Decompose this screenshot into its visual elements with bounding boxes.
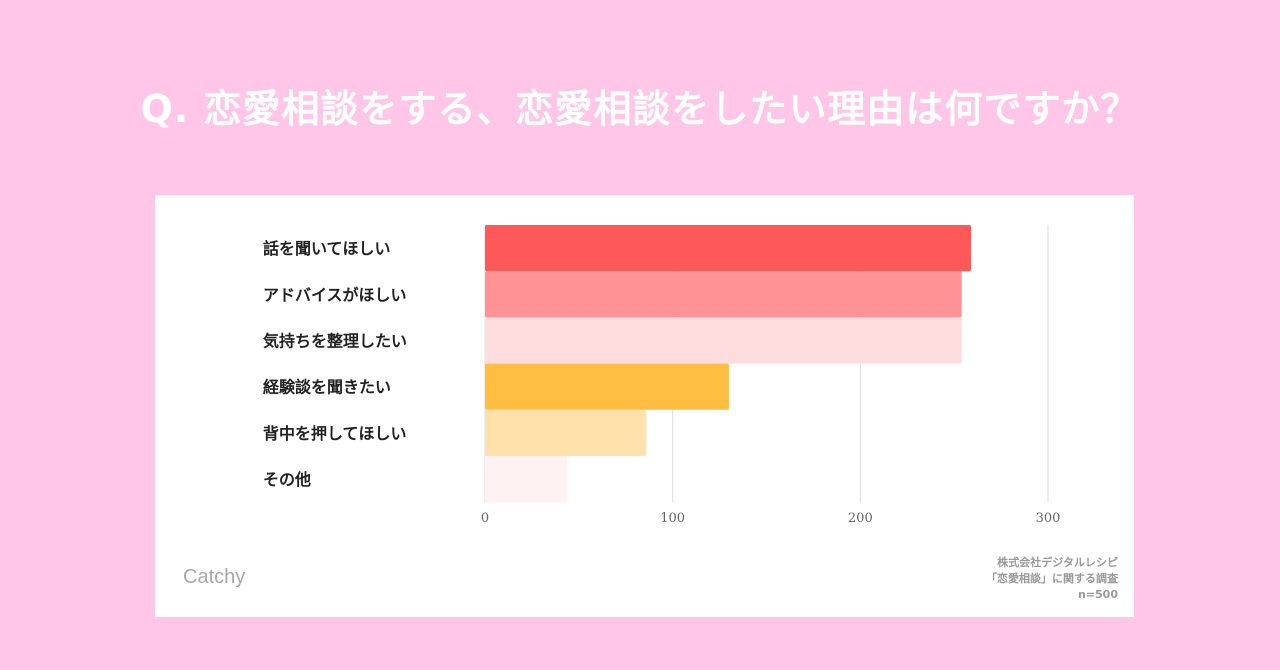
x-tick-label: 100 <box>660 511 685 526</box>
bar <box>485 225 972 272</box>
x-tick-label: 200 <box>848 511 873 526</box>
category-label: 話を聞いてほしい <box>263 239 391 258</box>
category-label: アドバイスがほしい <box>263 285 407 304</box>
x-tick-label: 300 <box>1036 511 1061 526</box>
x-tick-label: 0 <box>481 511 489 526</box>
category-label: 気持ちを整理したい <box>263 332 407 351</box>
source-company: 株式会社デジタルレシピ <box>997 556 1118 569</box>
category-label: 背中を押してほしい <box>263 424 407 443</box>
bar <box>485 317 962 364</box>
bar <box>485 363 729 410</box>
bar <box>485 271 962 318</box>
bar <box>485 456 568 503</box>
category-label: 経験談を聞きたい <box>263 378 391 397</box>
source-sample-size: n=500 <box>1077 588 1118 601</box>
source-survey: 「恋愛相談」に関する調査 <box>986 572 1118 585</box>
page-title: Q. 恋愛相談をする、恋愛相談をしたい理由は何ですか？ <box>140 87 1140 131</box>
bar <box>485 409 647 456</box>
brand-logo-text: Catchy <box>183 566 246 588</box>
chart-card: 0 100 200 300 話を聞いてほしい アドバイスがほしい 気持ちを整理したい 経験談を… <box>155 195 1134 617</box>
source-note: 株式会社デジタルレシピ 「恋愛相談」に関する調査 n=500 <box>986 555 1118 603</box>
category-label: その他 <box>263 470 311 489</box>
bar-chart: 0 100 200 300 話を聞いてほしいアドバイスがほしい気持ちを整理したい経験談を… <box>263 225 1061 526</box>
